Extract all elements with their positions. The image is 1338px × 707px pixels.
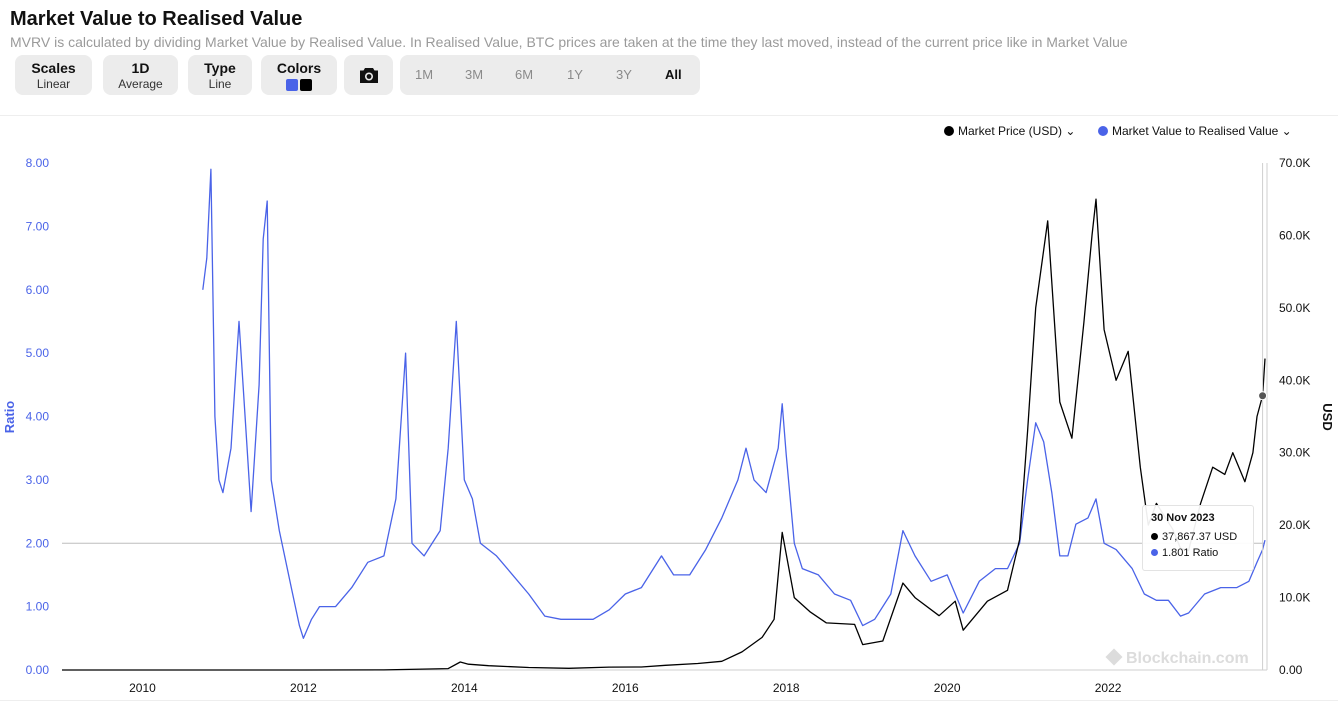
- x-tick-label: 2010: [129, 681, 156, 695]
- range-all-button[interactable]: All: [665, 67, 682, 82]
- colors-button[interactable]: Colors: [261, 55, 337, 95]
- type-value: Line: [208, 77, 232, 91]
- y-tick-label: 7.00: [26, 219, 50, 233]
- y2-tick-label: 0.00: [1279, 663, 1303, 677]
- x-tick-label: 2022: [1095, 681, 1122, 695]
- time-range-selector: 1M 3M 6M 1Y 3Y All: [400, 55, 700, 95]
- y-tick-label: 0.00: [26, 663, 50, 677]
- x-tick-label: 2012: [290, 681, 317, 695]
- range-6m-button[interactable]: 6M: [515, 67, 534, 82]
- blockchain-logo-icon: [1105, 648, 1123, 666]
- y-tick-label: 5.00: [26, 346, 50, 360]
- tooltip-ratio-row: 1.801 Ratio: [1151, 545, 1245, 561]
- tooltip-price-row: 37,867.37 USD: [1151, 529, 1245, 545]
- y-tick-label: 3.00: [26, 473, 50, 487]
- ratio-series-line: [202, 168, 1266, 639]
- y-tick-label: 4.00: [26, 410, 50, 424]
- scales-label: Scales: [31, 60, 76, 76]
- y-axis-title: Ratio: [2, 401, 17, 434]
- legend-dot-ratio: [1098, 126, 1108, 136]
- range-3y-button[interactable]: 3Y: [616, 67, 632, 82]
- range-3m-button[interactable]: 3M: [465, 67, 484, 82]
- y2-tick-label: 20.0K: [1279, 518, 1310, 532]
- period-button[interactable]: 1D Average: [103, 55, 178, 95]
- period-label: 1D: [131, 60, 150, 76]
- page-title: Market Value to Realised Value: [10, 8, 303, 30]
- range-1m-button[interactable]: 1M: [415, 67, 434, 82]
- x-tick-label: 2016: [612, 681, 639, 695]
- period-value: Average: [118, 77, 163, 91]
- legend-dot-price: [944, 126, 954, 136]
- legend-label-price: Market Price (USD): [958, 124, 1063, 138]
- tooltip-price-dot: [1151, 533, 1158, 540]
- y-tick-label: 2.00: [26, 536, 50, 550]
- screenshot-button[interactable]: [344, 55, 393, 95]
- type-button[interactable]: Type Line: [188, 55, 252, 95]
- footer-divider: [0, 700, 1338, 701]
- legend-item-ratio[interactable]: Market Value to Realised Value ⌄: [1098, 124, 1292, 138]
- legend-label-ratio: Market Value to Realised Value: [1112, 124, 1279, 138]
- chevron-down-icon: ⌄: [1062, 124, 1076, 138]
- camera-icon: [359, 67, 378, 83]
- x-tick-label: 2014: [451, 681, 478, 695]
- price-series-line: [62, 198, 1266, 671]
- watermark: Blockchain.com: [1105, 648, 1249, 668]
- y2-tick-label: 70.0K: [1279, 156, 1310, 170]
- tooltip-ratio: 1.801 Ratio: [1162, 547, 1219, 559]
- tooltip-date: 30 Nov 2023: [1151, 512, 1215, 524]
- color-swatch-price: [300, 79, 312, 91]
- y2-tick-label: 50.0K: [1279, 301, 1310, 315]
- y-tick-label: 6.00: [26, 283, 50, 297]
- y-tick-label: 1.00: [26, 600, 50, 614]
- x-tick-label: 2018: [773, 681, 800, 695]
- header-divider: [0, 115, 1338, 116]
- y2-tick-label: 40.0K: [1279, 373, 1310, 387]
- scales-button[interactable]: Scales Linear: [15, 55, 92, 95]
- x-tick-label: 2020: [934, 681, 961, 695]
- scales-value: Linear: [36, 77, 71, 91]
- watermark-text: Blockchain.com: [1126, 650, 1249, 667]
- type-label: Type: [204, 60, 236, 76]
- tooltip-ratio-dot: [1151, 549, 1158, 556]
- color-swatch-ratio: [286, 79, 298, 91]
- colors-label: Colors: [276, 60, 322, 76]
- range-1y-button[interactable]: 1Y: [567, 67, 583, 82]
- y2-tick-label: 60.0K: [1279, 228, 1310, 242]
- y2-tick-label: 30.0K: [1279, 446, 1310, 460]
- y2-tick-label: 10.0K: [1279, 591, 1310, 605]
- y-tick-label: 8.00: [26, 156, 50, 170]
- legend-item-price[interactable]: Market Price (USD) ⌄: [944, 124, 1075, 138]
- hover-point: [1258, 391, 1268, 401]
- tooltip: 30 Nov 2023 37,867.37 USD 1.801 Ratio: [1142, 505, 1254, 571]
- chevron-down-icon: ⌄: [1278, 124, 1292, 138]
- y2-axis-title: USD: [1320, 403, 1335, 430]
- page-subtitle: MVRV is calculated by dividing Market Va…: [10, 34, 1128, 50]
- tooltip-price: 37,867.37 USD: [1162, 531, 1238, 543]
